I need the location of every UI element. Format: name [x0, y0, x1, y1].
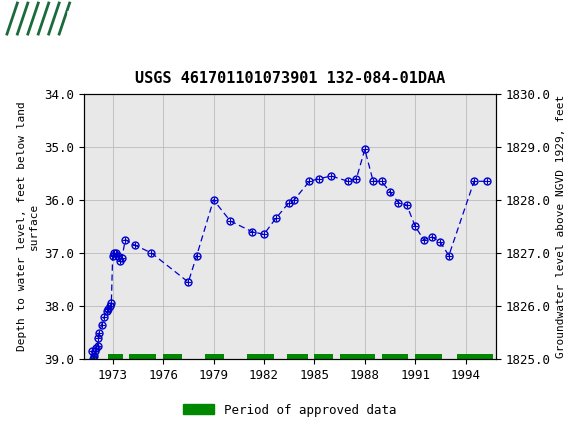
- Legend: Period of approved data: Period of approved data: [178, 399, 402, 421]
- Bar: [108, 354, 123, 359]
- Bar: [288, 354, 307, 359]
- Bar: [415, 354, 442, 359]
- Text: USGS: USGS: [66, 12, 113, 26]
- Bar: [382, 354, 408, 359]
- Bar: [339, 354, 375, 359]
- Bar: [457, 354, 492, 359]
- Title: USGS 461701101073901 132-084-01DAA: USGS 461701101073901 132-084-01DAA: [135, 71, 445, 86]
- Bar: [163, 354, 182, 359]
- Bar: [92, 354, 97, 359]
- Bar: [314, 354, 333, 359]
- FancyBboxPatch shape: [7, 3, 59, 34]
- Bar: [205, 354, 224, 359]
- Bar: [129, 354, 157, 359]
- Y-axis label: Groundwater level above NGVD 1929, feet: Groundwater level above NGVD 1929, feet: [556, 95, 566, 358]
- Bar: [247, 354, 274, 359]
- Y-axis label: Depth to water level, feet below land
surface: Depth to water level, feet below land su…: [17, 101, 39, 351]
